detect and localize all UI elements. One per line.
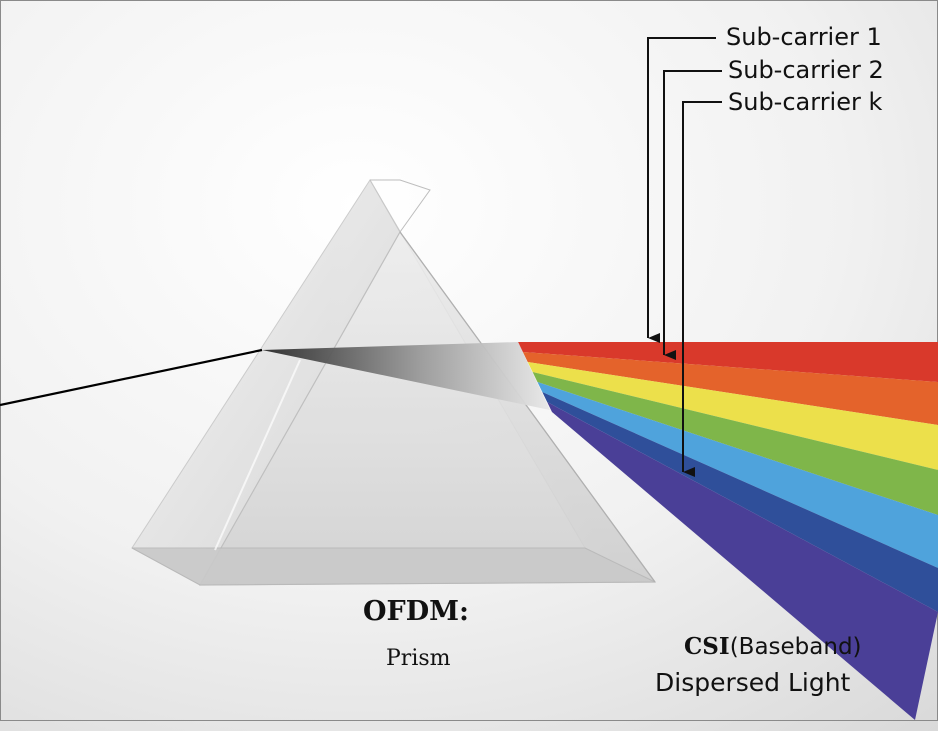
spectrum-band-1 bbox=[518, 342, 938, 382]
subcarrier-1-arrow bbox=[647, 37, 716, 343]
incident-ray bbox=[0, 348, 263, 407]
spectrum-band-6 bbox=[542, 392, 938, 612]
spectrum-band-5 bbox=[537, 382, 938, 568]
subcarrier-k-arrow bbox=[682, 101, 722, 477]
spectrum-band-2 bbox=[522, 352, 938, 425]
subcarrier-k-label: Sub-carrier k bbox=[728, 88, 883, 116]
spectrum-bands bbox=[518, 342, 938, 720]
prism bbox=[131, 179, 657, 586]
baseband-text: (Baseband) bbox=[729, 634, 862, 660]
spectrum-band-3 bbox=[527, 362, 938, 470]
csi-abbrev: CSI bbox=[684, 633, 730, 660]
spectrum-band-7 bbox=[547, 402, 938, 720]
subcarrier-leaders bbox=[647, 37, 722, 477]
subcarrier-2-label: Sub-carrier 2 bbox=[728, 56, 884, 84]
ofdm-title: OFDM: bbox=[363, 596, 469, 627]
prism-front-right-edge bbox=[399, 231, 656, 583]
prism-highlight bbox=[214, 359, 301, 551]
prism-base bbox=[131, 547, 656, 586]
prism-label: Prism bbox=[386, 646, 451, 671]
csi-label: CSI(Baseband) bbox=[684, 633, 862, 660]
subcarrier-1-label: Sub-carrier 1 bbox=[726, 23, 882, 51]
internal-beam bbox=[262, 342, 550, 410]
spectrum-band-4 bbox=[532, 372, 938, 515]
prism-apex-edge bbox=[370, 179, 431, 233]
dispersed-light-label: Dispersed Light bbox=[655, 668, 851, 697]
subcarrier-2-arrow bbox=[663, 70, 722, 360]
